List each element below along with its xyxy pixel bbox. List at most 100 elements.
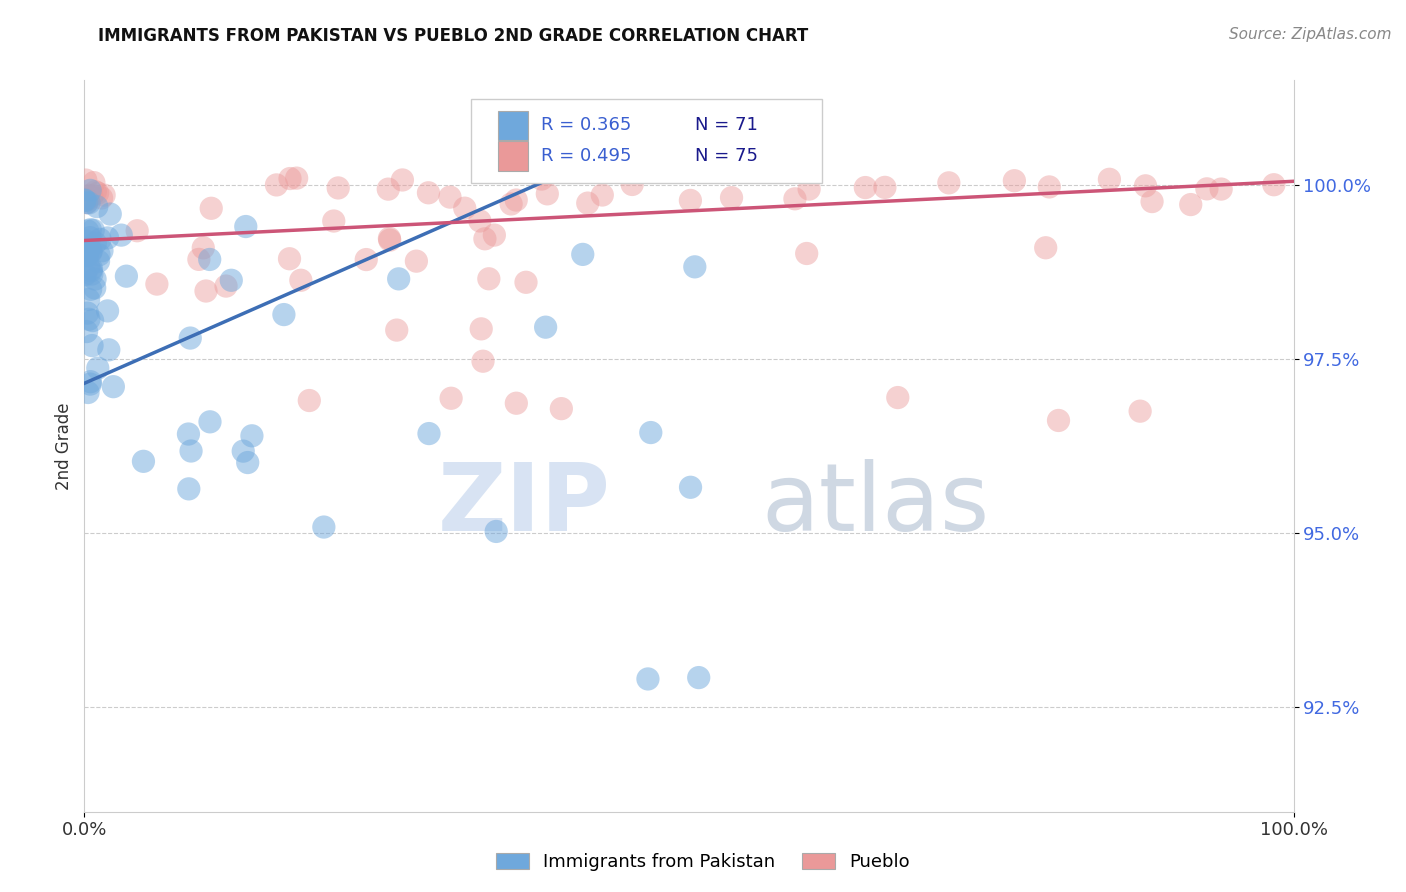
Point (80, 244, 103, 258)
Point (76, 306, 98, 320)
Point (938, 176, 960, 190)
Point (576, 196, 599, 211)
Point (79, 223, 101, 237)
Point (796, 246, 818, 260)
Point (200, 202, 222, 216)
Point (198, 252, 221, 267)
Point (285, 171, 308, 186)
Point (87, 248, 110, 262)
Text: IMMIGRANTS FROM PAKISTAN VS PUEBLO 2ND GRADE CORRELATION CHART: IMMIGRANTS FROM PAKISTAN VS PUEBLO 2ND G… (98, 27, 808, 45)
Point (385, 323, 408, 337)
Point (1038, 180, 1060, 194)
Point (76, 224, 98, 238)
Point (180, 444, 202, 458)
Point (97, 343, 120, 357)
Point (354, 252, 377, 267)
Point (80, 267, 103, 281)
Point (77, 243, 100, 257)
Point (193, 241, 215, 255)
Point (195, 284, 218, 298)
Point (98, 207, 121, 221)
Point (75, 268, 97, 282)
Text: R = 0.365: R = 0.365 (541, 116, 631, 135)
Text: R = 0.495: R = 0.495 (541, 147, 631, 165)
Point (215, 279, 238, 293)
Point (328, 181, 350, 195)
Point (115, 269, 138, 284)
Point (75, 248, 97, 262)
Point (1195, 182, 1218, 196)
Point (87, 361, 110, 376)
Point (80, 338, 103, 352)
Point (783, 192, 806, 206)
Point (75, 192, 97, 206)
Point (187, 252, 209, 267)
Point (84, 235, 107, 250)
Point (75, 194, 97, 208)
Point (86, 186, 108, 200)
Point (97, 231, 120, 245)
FancyBboxPatch shape (498, 111, 529, 140)
Point (1211, 182, 1233, 196)
Point (637, 672, 659, 686)
Point (853, 180, 876, 194)
Point (79, 377, 101, 392)
Point (474, 232, 496, 246)
Point (76, 249, 98, 263)
Point (86, 200, 108, 214)
Point (132, 454, 155, 468)
Point (93, 188, 115, 202)
Point (127, 224, 149, 238)
Point (77, 188, 100, 202)
Point (177, 482, 200, 496)
Point (536, 186, 558, 201)
Point (679, 194, 702, 208)
Point (266, 178, 288, 192)
Point (91, 244, 114, 258)
FancyBboxPatch shape (471, 99, 823, 183)
Point (76, 195, 98, 210)
Point (90, 191, 112, 205)
Point (501, 197, 523, 211)
Point (720, 191, 742, 205)
Text: ZIP: ZIP (437, 458, 610, 550)
Point (290, 273, 312, 287)
Point (440, 391, 463, 405)
Point (232, 444, 254, 458)
Point (388, 272, 411, 286)
Text: Source: ZipAtlas.com: Source: ZipAtlas.com (1229, 27, 1392, 42)
Point (84, 185, 107, 199)
Text: atlas: atlas (762, 458, 990, 550)
Point (683, 260, 706, 274)
FancyBboxPatch shape (498, 141, 529, 170)
Point (439, 190, 461, 204)
Point (219, 273, 242, 287)
Point (377, 182, 399, 196)
Point (240, 429, 263, 443)
Point (873, 180, 896, 194)
Point (468, 214, 491, 228)
Point (591, 188, 613, 202)
Point (485, 524, 508, 539)
Point (530, 172, 553, 186)
Point (77, 293, 100, 307)
Point (235, 219, 257, 234)
Point (418, 426, 440, 441)
Point (1180, 197, 1202, 211)
Point (1098, 172, 1121, 186)
Point (679, 480, 702, 494)
Point (278, 171, 301, 186)
Point (82, 223, 104, 237)
Point (887, 391, 910, 405)
Point (378, 231, 401, 245)
Point (80, 264, 103, 278)
Point (89, 232, 111, 246)
Point (73, 194, 96, 208)
Point (515, 275, 537, 289)
Point (1047, 413, 1070, 427)
Point (198, 415, 221, 429)
Point (797, 182, 820, 196)
Point (83, 281, 105, 295)
Point (478, 272, 501, 286)
Point (80, 261, 103, 276)
